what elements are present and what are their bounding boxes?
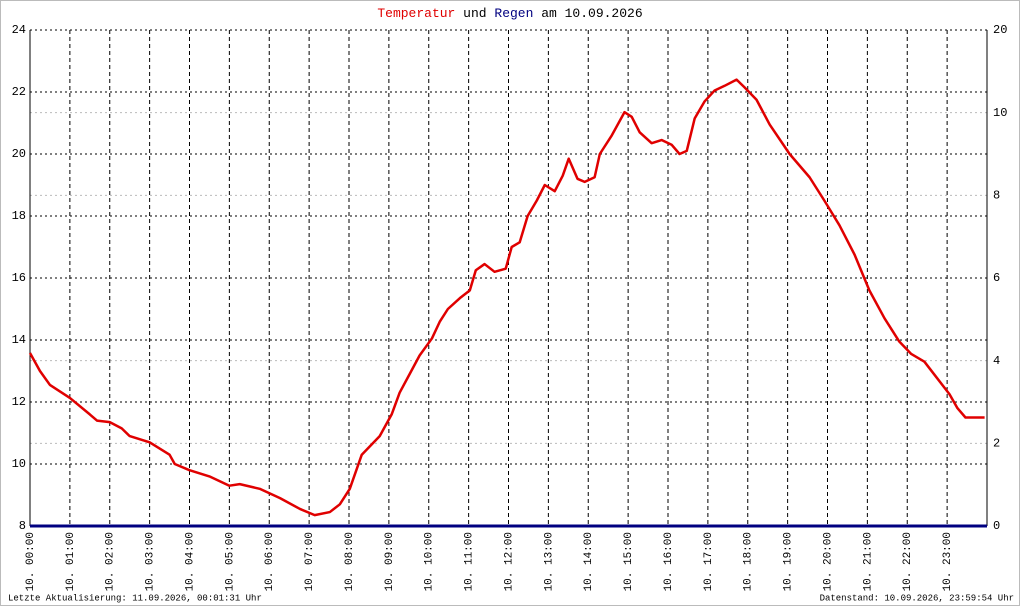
y2-top-label: 20	[993, 23, 1007, 37]
x-tick-label: 10. 00:00	[25, 532, 37, 591]
y2-tick-label: 8	[993, 189, 1000, 203]
x-tick-label: 10. 11:00	[464, 532, 476, 591]
x-tick-label: 10. 18:00	[743, 532, 755, 591]
y-tick-label: 8	[19, 519, 26, 533]
y2-tick-label: 2	[993, 437, 1000, 451]
y-tick-label: 12	[12, 395, 26, 409]
title-rain: Regen	[494, 6, 533, 21]
title-temp: Temperatur	[377, 6, 455, 21]
y-tick-label: 18	[12, 209, 26, 223]
x-tick-label: 10. 14:00	[583, 532, 595, 591]
x-tick-label: 10. 13:00	[543, 532, 555, 591]
x-tick-label: 10. 20:00	[822, 532, 834, 591]
y2-tick-label: 4	[993, 354, 1000, 368]
chart-title: Temperatur und Regen am 10.09.2026	[377, 6, 642, 21]
x-tick-label: 10. 09:00	[384, 532, 396, 591]
title-connector: und	[463, 6, 486, 21]
x-tick-label: 10. 19:00	[783, 532, 795, 591]
footer-left: Letzte Aktualisierung: 11.09.2026, 00:01…	[8, 593, 262, 603]
y-tick-label: 22	[12, 85, 26, 99]
x-tick-label: 10. 22:00	[902, 532, 914, 591]
x-tick-label: 10. 21:00	[862, 532, 874, 591]
x-tick-label: 10. 04:00	[184, 532, 196, 591]
y2-tick-label: 10	[993, 106, 1007, 120]
x-tick-label: 10. 02:00	[105, 532, 117, 591]
y2-tick-label: 6	[993, 271, 1000, 285]
y-tick-label: 14	[12, 333, 26, 347]
x-tick-label: 10. 03:00	[145, 532, 157, 591]
x-tick-label: 10. 16:00	[663, 532, 675, 591]
x-tick-label: 10. 01:00	[65, 532, 77, 591]
x-tick-label: 10. 12:00	[503, 532, 515, 591]
y-tick-label: 10	[12, 457, 26, 471]
x-tick-label: 10. 10:00	[424, 532, 436, 591]
x-tick-label: 10. 08:00	[344, 532, 356, 591]
x-tick-label: 10. 15:00	[623, 532, 635, 591]
title-date: am 10.09.2026	[541, 6, 642, 21]
y-tick-label: 16	[12, 271, 26, 285]
y-tick-label: 24	[12, 23, 26, 37]
footer-right: Datenstand: 10.09.2026, 23:59:54 Uhr	[820, 593, 1014, 603]
x-tick-label: 10. 07:00	[304, 532, 316, 591]
x-tick-label: 10. 23:00	[942, 532, 954, 591]
y-tick-label: 20	[12, 147, 26, 161]
series-line	[28, 78, 985, 517]
x-tick-label: 10. 17:00	[703, 532, 715, 591]
x-tick-label: 10. 05:00	[224, 532, 236, 591]
x-tick-label: 10. 06:00	[264, 532, 276, 591]
y2-tick-label: 0	[993, 519, 1000, 533]
